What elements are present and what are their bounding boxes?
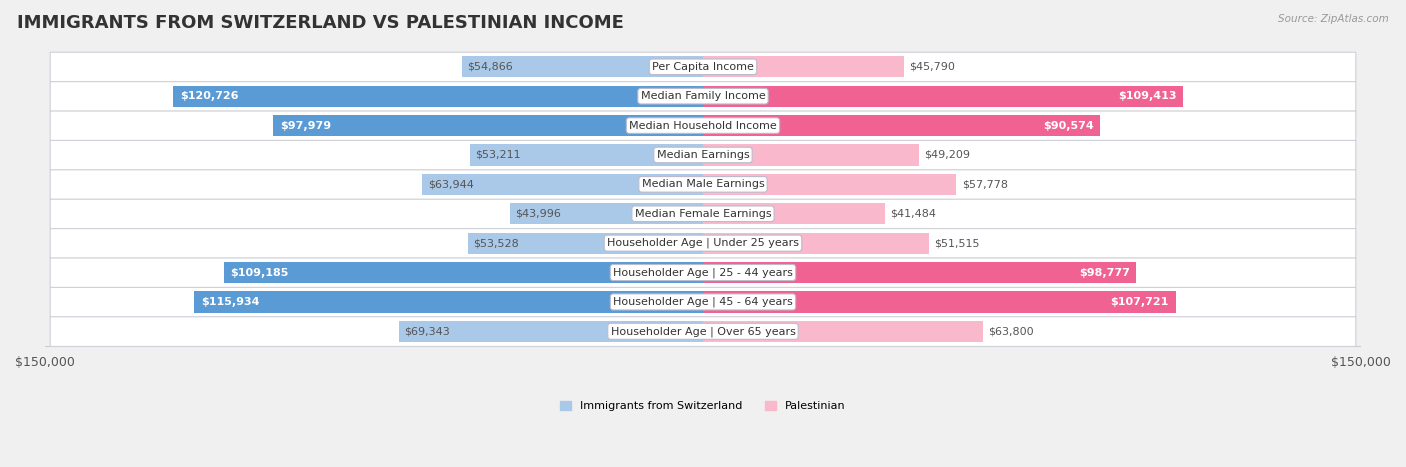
Legend: Immigrants from Switzerland, Palestinian: Immigrants from Switzerland, Palestinian: [561, 401, 845, 411]
Bar: [194, 291, 703, 312]
Text: Median Male Earnings: Median Male Earnings: [641, 179, 765, 189]
Text: $109,185: $109,185: [231, 268, 290, 277]
Bar: [224, 262, 703, 283]
Text: $45,790: $45,790: [910, 62, 955, 72]
Text: $43,996: $43,996: [515, 209, 561, 219]
Text: $69,343: $69,343: [404, 326, 450, 336]
FancyBboxPatch shape: [51, 258, 1355, 288]
Text: $41,484: $41,484: [890, 209, 936, 219]
FancyBboxPatch shape: [51, 52, 1355, 82]
Text: Householder Age | Under 25 years: Householder Age | Under 25 years: [607, 238, 799, 248]
Bar: [703, 56, 904, 78]
Text: Median Earnings: Median Earnings: [657, 150, 749, 160]
Text: $120,726: $120,726: [180, 91, 239, 101]
FancyBboxPatch shape: [51, 141, 1355, 170]
Text: $49,209: $49,209: [924, 150, 970, 160]
Text: $98,777: $98,777: [1078, 268, 1130, 277]
Bar: [399, 321, 703, 342]
Text: $63,800: $63,800: [988, 326, 1033, 336]
Bar: [470, 144, 703, 165]
Text: $107,721: $107,721: [1111, 297, 1168, 307]
Bar: [703, 144, 920, 165]
Text: Median Household Income: Median Household Income: [628, 120, 778, 131]
Text: Median Female Earnings: Median Female Earnings: [634, 209, 772, 219]
Text: Householder Age | 45 - 64 years: Householder Age | 45 - 64 years: [613, 297, 793, 307]
Text: $57,778: $57,778: [962, 179, 1008, 189]
Text: Householder Age | 25 - 44 years: Householder Age | 25 - 44 years: [613, 267, 793, 278]
Text: Source: ZipAtlas.com: Source: ZipAtlas.com: [1278, 14, 1389, 24]
Text: Per Capita Income: Per Capita Income: [652, 62, 754, 72]
FancyBboxPatch shape: [51, 111, 1355, 141]
Bar: [422, 174, 703, 195]
Text: Householder Age | Over 65 years: Householder Age | Over 65 years: [610, 326, 796, 337]
Text: $97,979: $97,979: [280, 120, 330, 131]
FancyBboxPatch shape: [51, 199, 1355, 229]
Bar: [703, 233, 929, 254]
Bar: [510, 203, 703, 224]
FancyBboxPatch shape: [51, 287, 1355, 317]
FancyBboxPatch shape: [51, 82, 1355, 111]
Bar: [173, 85, 703, 107]
Bar: [703, 321, 983, 342]
Text: $90,574: $90,574: [1043, 120, 1094, 131]
Text: $51,515: $51,515: [934, 238, 980, 248]
FancyBboxPatch shape: [51, 229, 1355, 258]
Text: $109,413: $109,413: [1118, 91, 1177, 101]
FancyBboxPatch shape: [51, 170, 1355, 199]
Bar: [703, 85, 1182, 107]
Bar: [703, 174, 956, 195]
Bar: [703, 262, 1136, 283]
Text: $63,944: $63,944: [427, 179, 474, 189]
Text: $53,211: $53,211: [475, 150, 520, 160]
Text: $54,866: $54,866: [468, 62, 513, 72]
Bar: [703, 115, 1101, 136]
Bar: [468, 233, 703, 254]
Bar: [273, 115, 703, 136]
Bar: [703, 291, 1175, 312]
FancyBboxPatch shape: [51, 317, 1355, 347]
Text: $53,528: $53,528: [474, 238, 519, 248]
Text: $115,934: $115,934: [201, 297, 260, 307]
Bar: [703, 203, 884, 224]
Bar: [463, 56, 703, 78]
Text: Median Family Income: Median Family Income: [641, 91, 765, 101]
Text: IMMIGRANTS FROM SWITZERLAND VS PALESTINIAN INCOME: IMMIGRANTS FROM SWITZERLAND VS PALESTINI…: [17, 14, 624, 32]
